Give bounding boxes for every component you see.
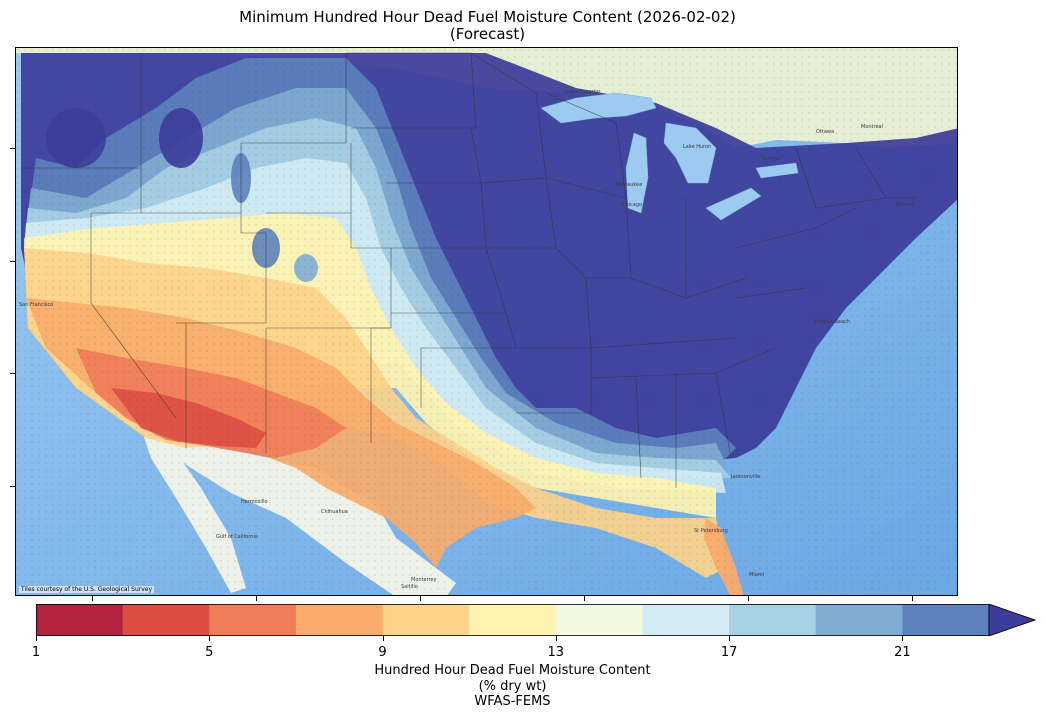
colorbar-segment — [902, 604, 990, 636]
colorbar-tick-label: 5 — [205, 645, 214, 660]
label-san-francisco: San Francisco — [19, 302, 53, 308]
colorbar — [36, 604, 1036, 636]
label-lake-huron: Lake Huron — [683, 144, 711, 150]
label-miami: Miami — [749, 572, 764, 578]
label-boston: Boston — [896, 202, 913, 208]
colorbar-segment — [815, 604, 903, 636]
colorbar-segment — [382, 604, 470, 636]
lake-erie — [705, 187, 762, 221]
dot-overlay — [16, 48, 957, 595]
colorbar-segment — [642, 604, 730, 636]
colorbar-segment — [295, 604, 384, 636]
colorbar-label-line2: (% dry wt) — [478, 678, 547, 694]
x-axis-tick — [92, 596, 93, 601]
colorbar-outline — [36, 604, 990, 636]
colorbar-tick — [902, 636, 904, 641]
colorbar-segment — [469, 604, 557, 636]
colorbar-tick-label: 13 — [547, 645, 565, 660]
colorbar-tick-label: 17 — [720, 645, 738, 660]
label-milwaukee: Milwaukee — [616, 182, 642, 188]
colorbar-segment — [36, 604, 124, 636]
colorbar-segment — [555, 604, 643, 636]
y-axis-tick — [10, 148, 15, 149]
state-boundaries — [21, 52, 916, 488]
map-canvas: Lake Superior Lake Huron Ottawa Montréal… — [16, 48, 957, 595]
colorbar-tick-label: 21 — [894, 645, 911, 660]
tile-credit: Tiles courtesy of the U.S. Geological Su… — [19, 586, 155, 593]
x-axis-tick — [256, 596, 257, 601]
map-title-line2: (Forecast) — [449, 25, 526, 43]
colorbar-tick-label: 9 — [378, 645, 387, 660]
map-title: Minimum Hundred Hour Dead Fuel Moisture … — [0, 9, 975, 43]
label-gulf-of-california: Gulf of California — [216, 534, 258, 540]
y-axis-tick — [10, 261, 15, 262]
colorbar-label-line1: Hundred Hour Dead Fuel Moisture Content — [374, 663, 651, 678]
label-jacksonville: Jacksonville — [730, 474, 760, 480]
colorbar-segment — [122, 604, 210, 636]
map-labels: Lake Superior Lake Huron Ottawa Montréal… — [19, 89, 913, 590]
x-axis-tick — [748, 596, 749, 601]
y-axis-tick — [10, 373, 15, 374]
colorbar-tick — [555, 636, 557, 641]
label-chihuahua: Chihuahua — [321, 509, 348, 515]
colorbar-segment — [729, 604, 817, 636]
colorbar-tick — [729, 636, 731, 641]
colorbar-tick — [36, 636, 37, 641]
label-chicago: Chicago — [622, 202, 642, 208]
lake-michigan — [625, 132, 649, 214]
x-axis-tick — [912, 596, 913, 601]
label-saltillo: Saltillo — [401, 584, 418, 590]
label-ottawa: Ottawa — [816, 129, 834, 135]
label-st-petersburg: St Petersburg — [694, 528, 728, 534]
great-lakes — [540, 92, 799, 221]
lake-superior — [540, 92, 657, 124]
colorbar-tick — [382, 636, 384, 641]
label-lake-superior: Lake Superior — [566, 89, 601, 95]
colorbar-tick — [209, 636, 211, 641]
lake-ontario — [755, 162, 799, 179]
lake-huron — [663, 122, 717, 184]
colorbar-tick-label: 1 — [31, 645, 41, 660]
colorbar-extend-arrow — [988, 604, 1036, 636]
label-montreal: Montréal — [861, 123, 883, 130]
map-panel[interactable]: Lake Superior Lake Huron Ottawa Montréal… — [15, 47, 958, 596]
colorbar-segment — [209, 604, 297, 636]
label-monterrey: Monterrey — [411, 577, 437, 583]
x-axis-tick — [420, 596, 421, 601]
label-hermosillo: Hermosillo — [241, 499, 268, 505]
label-toronto: Toronto — [760, 156, 779, 162]
colorbar-label-line3: WFAS-FEMS — [474, 694, 551, 709]
moisture-field — [16, 48, 957, 595]
map-title-line1: Minimum Hundred Hour Dead Fuel Moisture … — [239, 8, 736, 26]
x-axis-tick — [584, 596, 585, 601]
colorbar-label: Hundred Hour Dead Fuel Moisture Content … — [0, 663, 1025, 710]
y-axis-tick — [10, 486, 15, 487]
label-virginia-beach: Virginia Beach — [814, 319, 850, 325]
